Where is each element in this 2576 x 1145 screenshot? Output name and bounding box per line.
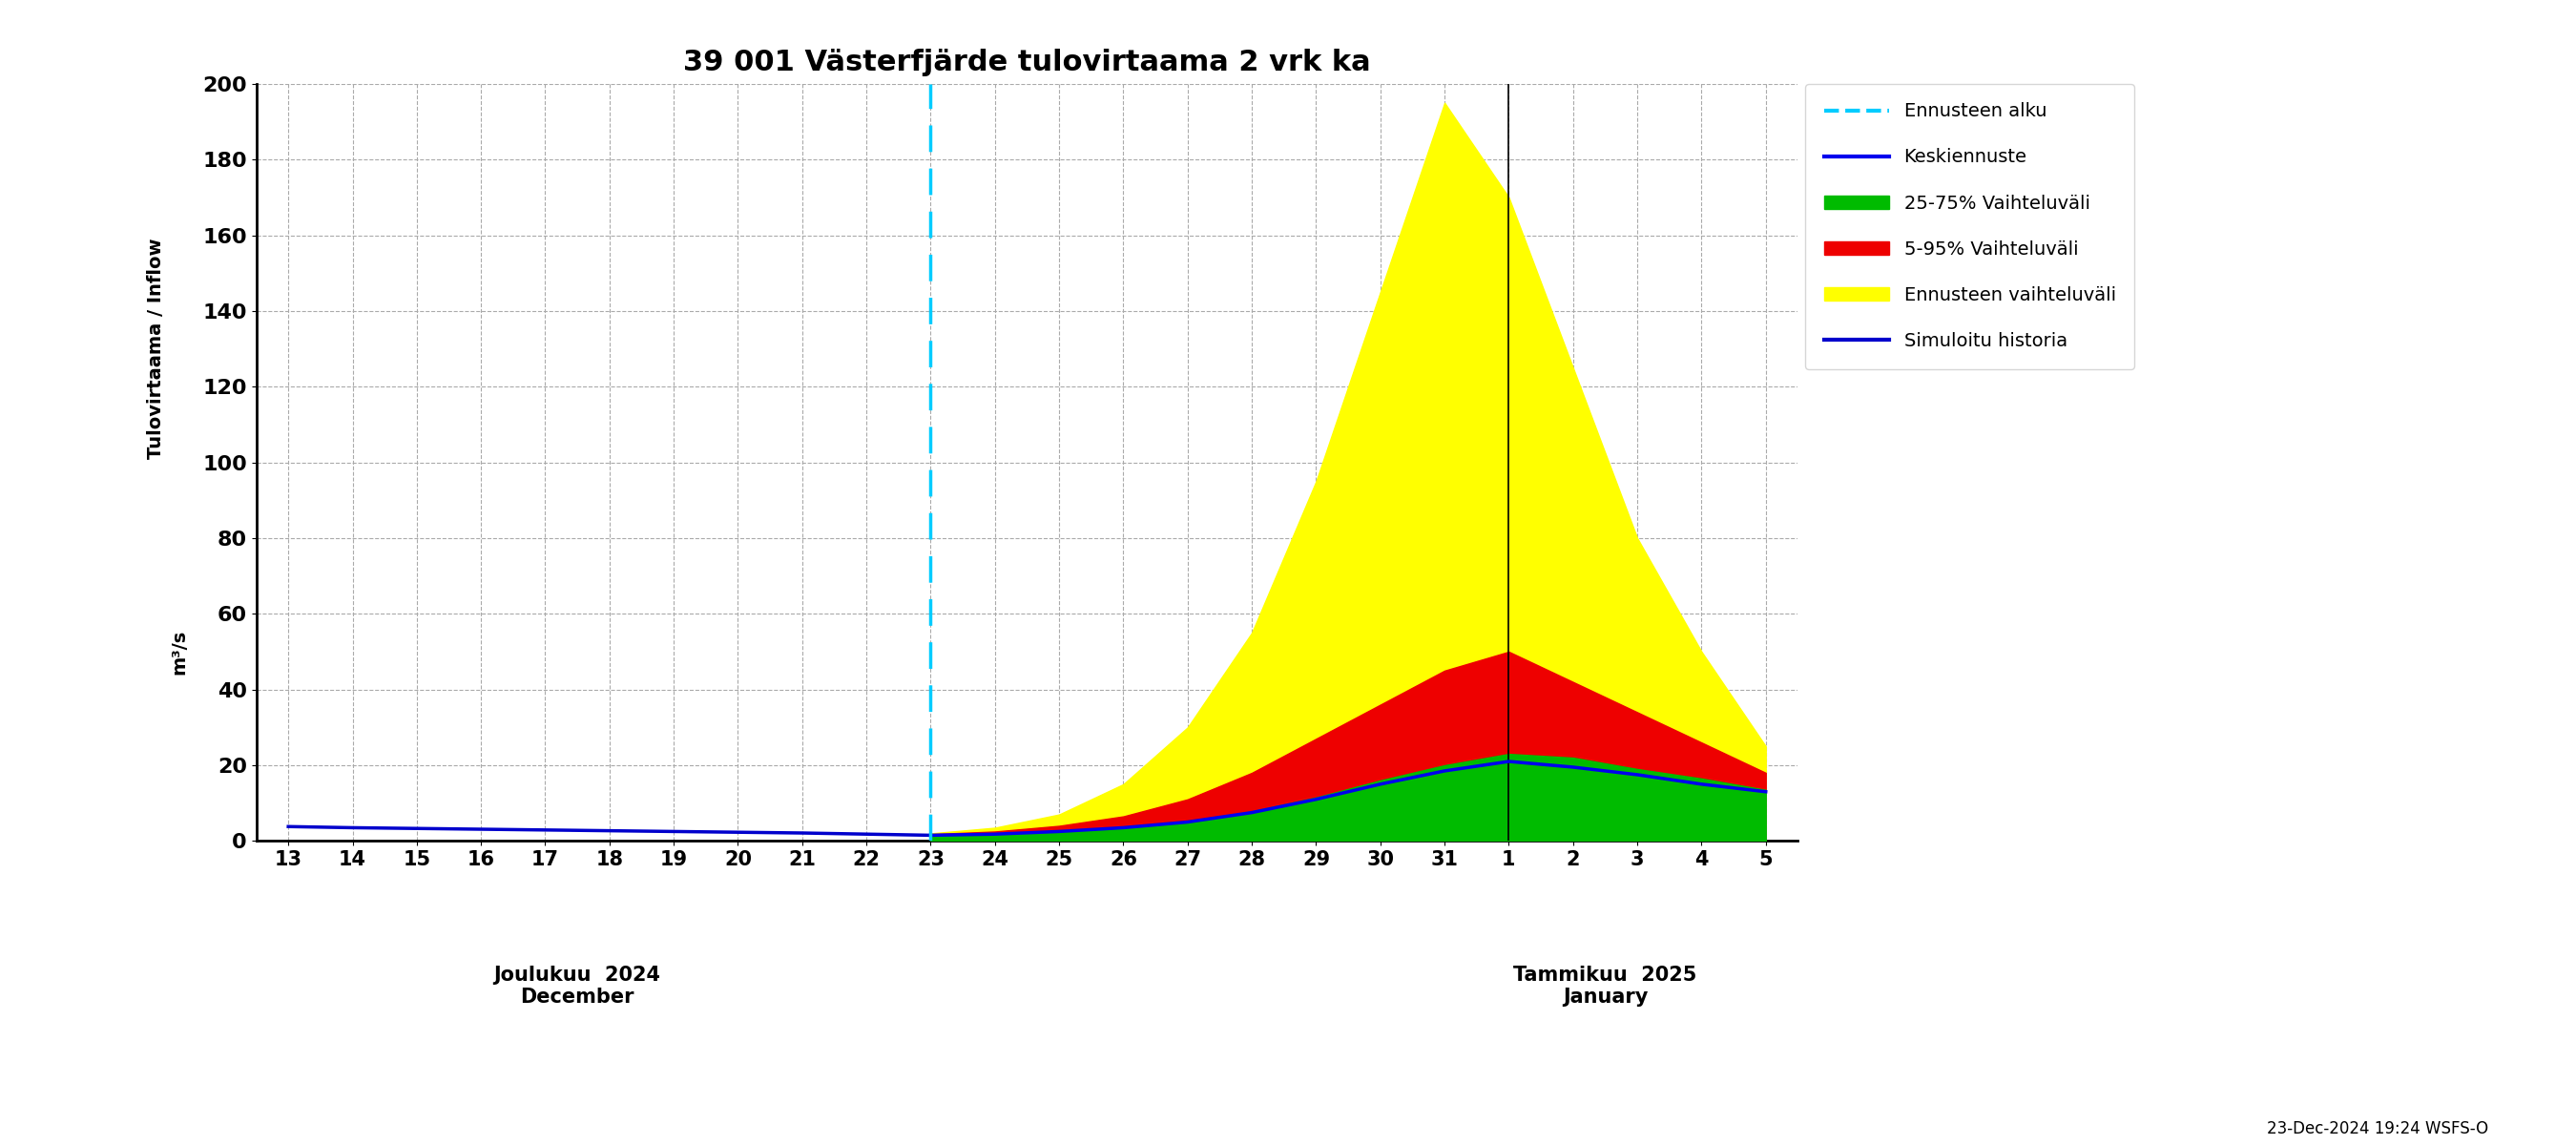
Text: Tammikuu  2025
January: Tammikuu 2025 January — [1512, 966, 1698, 1008]
Legend: Ennusteen alku, Keskiennuste, 25-75% Vaihteluväli, 5-95% Vaihteluväli, Ennusteen: Ennusteen alku, Keskiennuste, 25-75% Vai… — [1806, 84, 2136, 369]
Text: m³/s: m³/s — [170, 629, 188, 674]
Title: 39 001 Västerfjärde tulovirtaama 2 vrk ka: 39 001 Västerfjärde tulovirtaama 2 vrk k… — [683, 48, 1370, 77]
Text: 23-Dec-2024 19:24 WSFS-O: 23-Dec-2024 19:24 WSFS-O — [2267, 1120, 2488, 1137]
Text: Joulukuu  2024
December: Joulukuu 2024 December — [495, 966, 662, 1008]
Text: Tulovirtaama / Inflow: Tulovirtaama / Inflow — [147, 238, 165, 459]
